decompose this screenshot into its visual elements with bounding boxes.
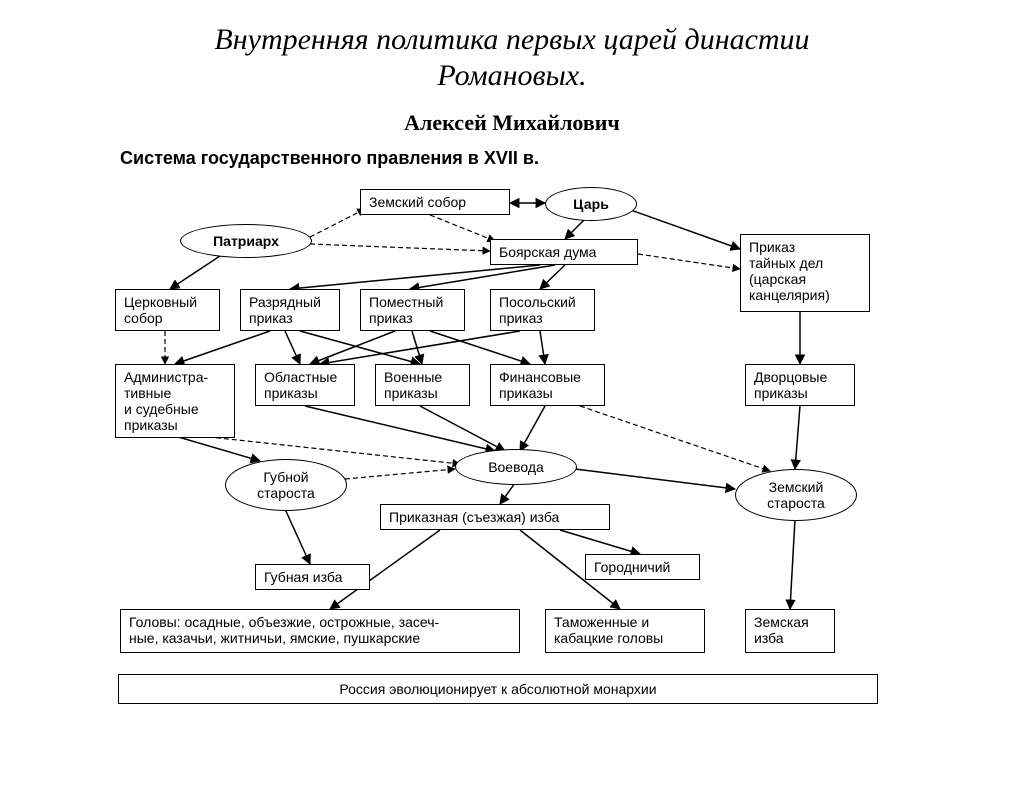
node-admin: Администра-тивныеи судебныеприказы — [115, 364, 235, 438]
edge-patriarch-b-tserkovny_sobor-t — [170, 256, 220, 289]
node-oblastnye: Областныеприказы — [255, 364, 355, 406]
node-footer: Россия эволюционирует к абсолютной монар… — [118, 674, 878, 704]
node-prikaznaya_izba: Приказная (съезжая) изба — [380, 504, 610, 530]
edge-zemsky_sobor-b-boyar_duma-l — [430, 215, 495, 241]
node-tsar: Царь — [545, 187, 637, 221]
node-voennye: Военныеприказы — [375, 364, 470, 406]
edge-pomestny-b-finansovye-t — [430, 331, 530, 364]
edge-finansovye-b-voevoda-t — [520, 406, 545, 451]
title-line1: Внутренняя политика первых царей династи… — [214, 23, 809, 56]
edge-razryadny-b-oblastnye-t — [285, 331, 300, 364]
edge-boyar_duma-b-pomestny-t — [410, 265, 555, 289]
edge-admin-b-voevoda-l — [200, 436, 460, 464]
edge-posolsky-b-finansovye-t — [540, 331, 545, 364]
subtitle: Алексей Михайлович — [0, 110, 1024, 136]
node-finansovye: Финансовыеприказы — [490, 364, 605, 406]
node-voevoda: Воевода — [455, 449, 577, 485]
node-tserkovny_sobor: Церковныйсобор — [115, 289, 220, 331]
node-dvortsovye: Дворцовыеприказы — [745, 364, 855, 406]
edge-tsar-r-prikaz_tainykh-tl — [628, 209, 740, 249]
node-golovy: Головы: осадные, объезжие, острожные, за… — [120, 609, 520, 653]
node-razryadny: Разрядныйприказ — [240, 289, 340, 331]
edge-razryadny-b-voennye-t — [300, 331, 420, 364]
edge-oblastnye-b-voevoda-t — [305, 406, 495, 451]
node-zemsky_starosta: Земскийстароста — [735, 469, 857, 521]
edge-pomestny-b-oblastnye-t — [310, 331, 395, 364]
edge-posolsky-b-oblastnye-t — [320, 331, 520, 364]
node-zemskaya_izba: Земскаяизба — [745, 609, 835, 653]
edge-pomestny-b-voennye-t — [412, 331, 422, 364]
edge-boyar_duma-b-posolsky-t — [540, 265, 565, 289]
edge-razryadny-b-admin-t — [175, 331, 270, 364]
edge-finansovye-b-zemsky_starosta-t — [580, 406, 770, 471]
node-patriarch: Патриарх — [180, 224, 312, 258]
edge-voennye-b-voevoda-t — [420, 406, 505, 451]
diagram-stage: Царь Патриарх Земский собор Боярская дума Пр… — [0, 169, 1024, 754]
node-boyar_duma: Боярская дума — [490, 239, 638, 265]
edge-tsar-b-boyar_duma-t — [565, 219, 585, 239]
node-zemsky_sobor: Земский собор — [360, 189, 510, 215]
node-gubnoy_starosta: Губнойстароста — [225, 459, 347, 511]
edge-dvortsovye-b-zemsky_starosta-t — [795, 406, 800, 469]
edge-zemsky_starosta-b-zemskaya_izba-t — [790, 519, 795, 609]
node-posolsky: Посольскийприказ — [490, 289, 595, 331]
edge-admin-b-gubnoy_starosta-t — [175, 436, 260, 461]
node-tamozh: Таможенные икабацкие головы — [545, 609, 705, 653]
edge-boyar_duma-b-razryadny-t — [290, 265, 540, 289]
node-gorodnichiy: Городничий — [585, 554, 700, 580]
edge-patriarch-r-zemsky_sobor-l — [310, 209, 365, 237]
page-title: Внутренняя политика первых царей династи… — [0, 22, 1024, 94]
edge-gubnoy_starosta-b-gubnaya_izba-t — [285, 509, 310, 564]
edge-voevoda-b-prikaznaya_izba-t — [500, 483, 515, 504]
title-line2: Романовых. — [437, 59, 586, 92]
edge-patriarch-r-boyar_duma-l — [310, 244, 490, 251]
edge-gubnoy_starosta-r-voevoda-l — [345, 469, 455, 479]
edge-boyar_duma-r-prikaz_tainykh-l — [638, 254, 740, 269]
node-pomestny: Поместныйприказ — [360, 289, 465, 331]
diagram-title: Система государственного правления в XVI… — [120, 148, 1024, 169]
node-gubnaya_izba: Губная изба — [255, 564, 370, 590]
edge-voevoda-r-zemsky_starosta-l — [575, 469, 735, 489]
node-prikaz_tainykh: Приказтайных дел(царскаяканцелярия) — [740, 234, 870, 312]
edge-prikaznaya_izba-b-gorodnichiy-t — [560, 530, 640, 554]
